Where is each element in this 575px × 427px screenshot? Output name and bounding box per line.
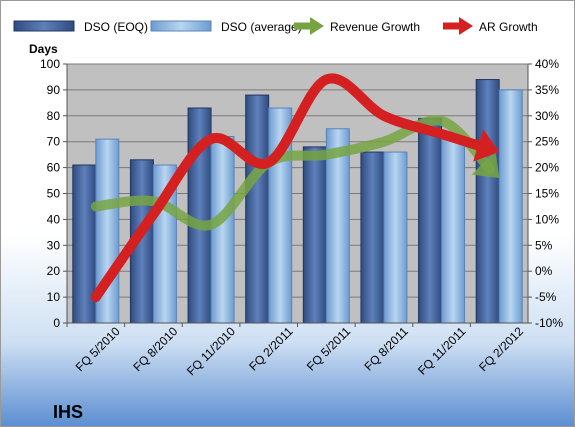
x-tick-label: FQ 8/2010 bbox=[130, 324, 180, 374]
x-tick-label: FQ 11/2011 bbox=[415, 324, 469, 378]
x-axis-ticks: FQ 5/2010 FQ 8/2010 FQ 11/2010 FQ 2/2011 FQ … bbox=[66, 323, 526, 378]
bar-dso-average bbox=[210, 136, 235, 324]
ar-growth-line bbox=[90, 73, 492, 303]
bar-dso-average bbox=[383, 151, 408, 324]
y2-tick-label: -10% bbox=[535, 316, 563, 330]
y2-tick-label: 30% bbox=[535, 109, 559, 123]
bar-dso-eoq bbox=[302, 146, 327, 324]
y2-tick-label: -5% bbox=[535, 290, 557, 304]
x-tick-label: FQ 5/2011 bbox=[304, 324, 354, 374]
y2-tick-label: 5% bbox=[535, 238, 553, 252]
y-tick-label: 70 bbox=[47, 135, 61, 149]
y-axis-ticks: 0 10 20 30 40 50 60 70 80 90 100 bbox=[40, 57, 67, 330]
bar-dso-eoq bbox=[418, 117, 443, 324]
x-tick-label: FQ 2/2011 bbox=[246, 324, 296, 374]
y-tick-label: 80 bbox=[47, 109, 61, 123]
y2-tick-label: 10% bbox=[535, 212, 559, 226]
x-tick-label: FQ 5/2010 bbox=[73, 324, 123, 374]
y2-tick-label: 25% bbox=[535, 135, 559, 149]
legend-item: Revenue Growth bbox=[294, 17, 420, 35]
y-tick-label: 30 bbox=[47, 238, 61, 252]
y-tick-label: 40 bbox=[47, 212, 61, 226]
legend-swatch bbox=[150, 20, 212, 32]
legend-item: DSO (EOQ) bbox=[13, 20, 148, 34]
x-tick-label: FQ 8/2011 bbox=[362, 324, 412, 374]
company-label: IHS bbox=[53, 402, 83, 422]
legend-label: DSO (average) bbox=[221, 20, 302, 34]
y-tick-label: 50 bbox=[47, 187, 61, 201]
x-tick-label: FQ 11/2010 bbox=[184, 324, 238, 378]
y2-tick-label: 20% bbox=[535, 161, 559, 175]
y-tick-label: 10 bbox=[47, 290, 61, 304]
bar-dso-eoq bbox=[475, 79, 500, 324]
legend-swatch bbox=[13, 20, 75, 32]
legend-label: AR Growth bbox=[479, 20, 538, 34]
legend-item: DSO (average) bbox=[150, 20, 302, 34]
bar-dso-eoq bbox=[245, 94, 270, 324]
bar-series bbox=[72, 79, 523, 324]
legend-arrow-icon bbox=[459, 17, 473, 35]
y-tick-label: 100 bbox=[40, 57, 60, 71]
bar-dso-average bbox=[441, 136, 466, 324]
revenue-growth-arrowhead bbox=[471, 150, 500, 178]
y2-tick-label: 0% bbox=[535, 264, 553, 278]
legend-label: Revenue Growth bbox=[330, 20, 420, 34]
legend-arrow-icon bbox=[310, 17, 324, 35]
y-tick-label: 60 bbox=[47, 161, 61, 175]
ar-growth-arrowhead bbox=[473, 129, 500, 162]
legend-item: AR Growth bbox=[443, 17, 538, 35]
x-tick-label: FQ 2/2012 bbox=[476, 324, 526, 374]
y-tick-label: 0 bbox=[53, 316, 60, 330]
y-tick-label: 20 bbox=[47, 264, 61, 278]
y2-tick-label: 35% bbox=[535, 83, 559, 97]
bar-dso-average bbox=[498, 89, 523, 324]
y2-tick-label: 40% bbox=[535, 57, 559, 71]
y-axis-title: Days bbox=[29, 42, 58, 56]
bar-dso-eoq bbox=[360, 151, 385, 324]
legend-label: DSO (EOQ) bbox=[84, 20, 148, 34]
line-series bbox=[90, 73, 500, 303]
y-tick-label: 90 bbox=[47, 83, 61, 97]
y2-axis-ticks: -10% -5% 0% 5% 10% 15% 20% 25% 30% 35% 40% bbox=[528, 57, 563, 330]
y2-tick-label: 15% bbox=[535, 187, 559, 201]
legend: DSO (EOQ) DSO (average) Revenue Growth AR G… bbox=[13, 17, 538, 35]
